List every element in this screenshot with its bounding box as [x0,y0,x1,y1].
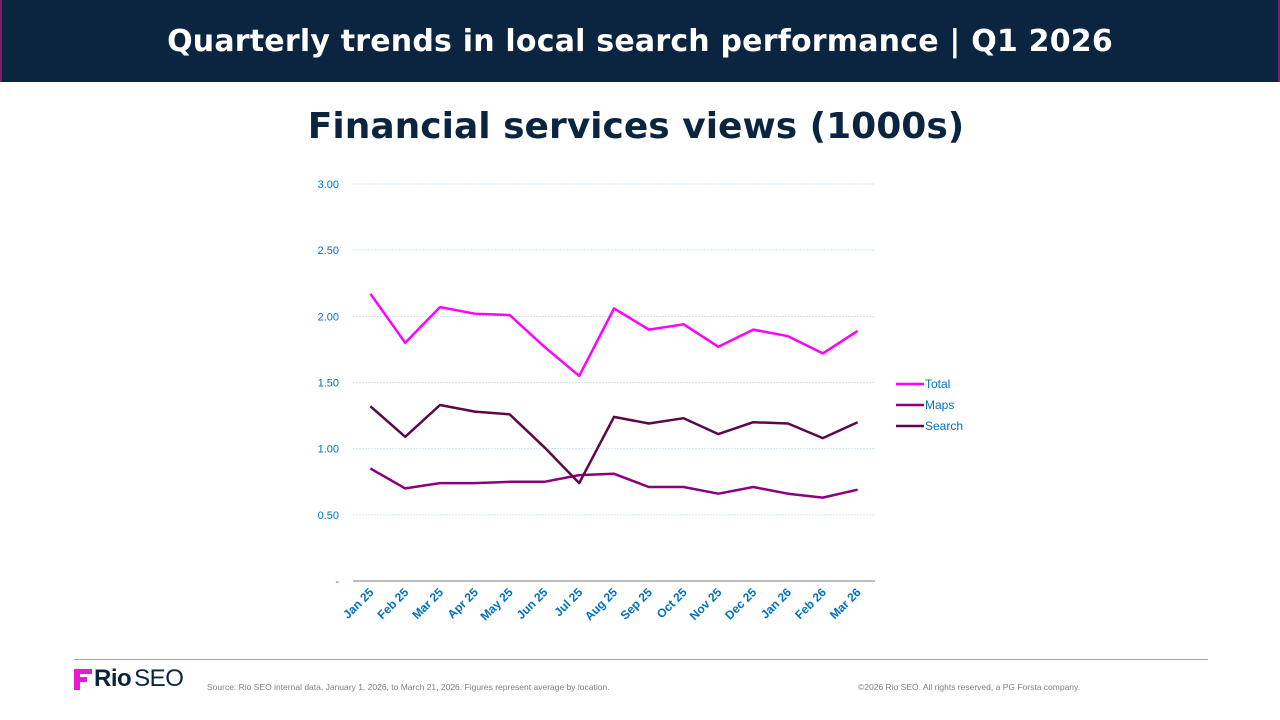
series-line-search [369,403,859,485]
y-tick-label: 1.00 [318,444,339,456]
x-tick-label: Nov 25 [687,585,725,623]
series-line-total [369,293,859,378]
x-tick-label: Apr 25 [445,585,482,622]
page-title: Quarterly trends in local search perform… [167,23,1113,59]
y-tick-label: 3.00 [318,179,339,191]
y-tick-label: 1.50 [318,378,339,390]
source-note: Source: Rio SEO internal data, January 1… [207,682,610,692]
y-tick-label: 2.50 [318,245,339,257]
y-axis-tick-labels: - 0.50 1.00 1.50 2.00 2.50 3.00 [318,179,340,588]
legend-label-total: Total [925,377,950,391]
gridlines [353,183,875,582]
y-tick-label: 0.50 [318,510,339,522]
x-tick-label: Sep 25 [618,585,655,622]
x-tick-label: May 25 [478,585,516,623]
x-tick-label: Jun 25 [514,585,551,622]
x-tick-label: Jul 25 [551,585,585,619]
rio-seo-logo: Rio SEO [74,665,184,692]
x-tick-label: Jan 26 [758,585,795,622]
x-tick-label: Dec 25 [722,585,759,622]
series-line-maps [369,467,858,499]
x-tick-label: Feb 25 [375,585,412,622]
logo-text-rio: Rio [94,665,132,692]
chart-legend: Total Maps Search [896,377,963,433]
x-tick-label: Aug 25 [582,585,620,623]
y-tick-label: - [335,576,339,588]
footer-divider [74,659,1208,660]
copyright-note: ©2026 Rio SEO. All rights reserved, a PG… [858,682,1081,692]
x-tick-label: Feb 26 [792,585,829,622]
legend-label-search: Search [925,419,963,433]
legend-label-maps: Maps [925,398,954,412]
x-tick-label: Oct 25 [654,585,690,621]
y-tick-label: 2.00 [318,311,339,323]
logo-text-seo: SEO [134,665,184,692]
chart-title: Financial services views (1000s) [307,106,965,147]
header-bar: Quarterly trends in local search perform… [0,0,1280,82]
x-tick-label: Mar 26 [827,585,864,622]
x-tick-label: Jan 25 [340,585,377,622]
x-tick-label: Mar 25 [409,585,446,622]
series-lines [369,293,859,499]
rio-logo-mark-icon [74,668,92,690]
